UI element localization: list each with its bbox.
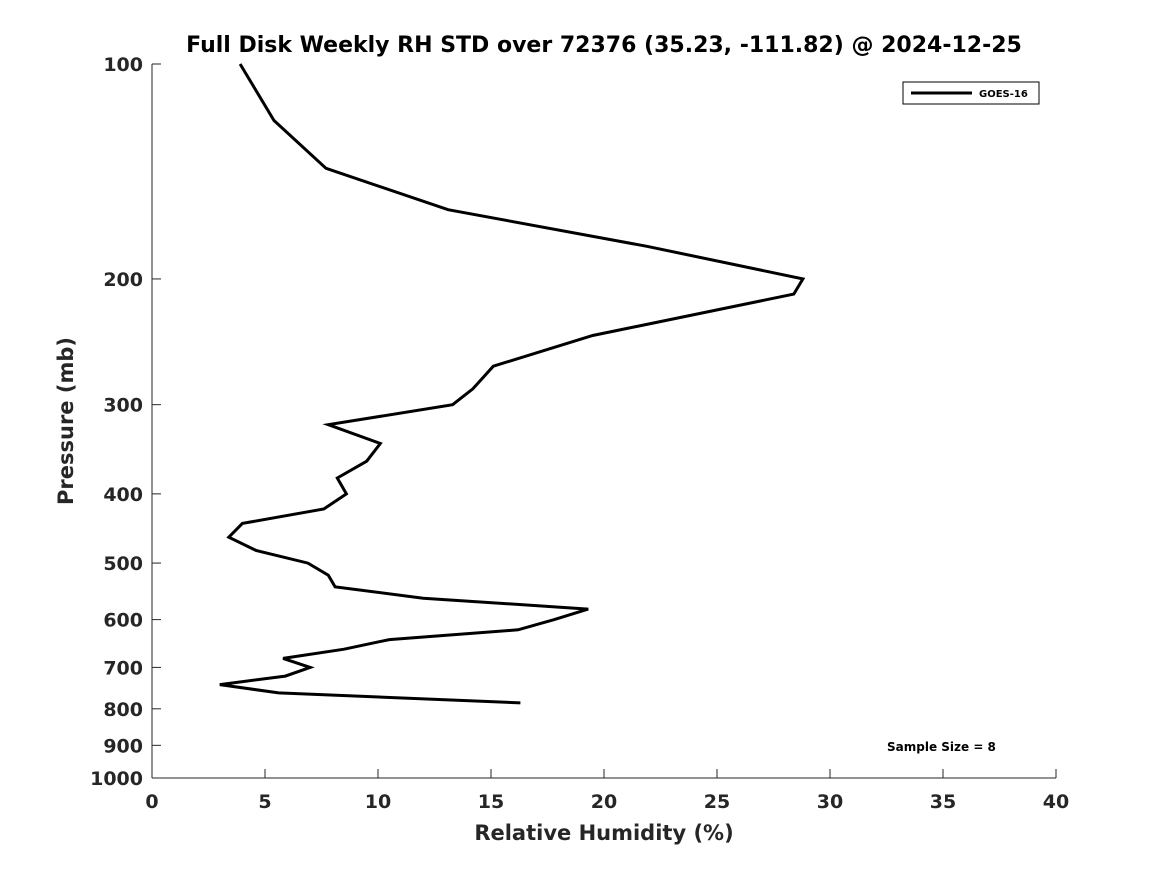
x-tick-label: 0 (145, 791, 158, 813)
x-tick-label: 25 (704, 791, 730, 813)
y-tick-label: 900 (103, 735, 143, 757)
y-tick-label: 500 (103, 553, 143, 575)
legend-label-goes16: GOES-16 (979, 89, 1028, 100)
x-tick-label: 30 (817, 791, 843, 813)
x-ticks: 0 5 10 15 20 25 30 35 40 (145, 769, 1069, 813)
y-tick-label: 100 (103, 54, 143, 76)
y-tick-label: 700 (103, 657, 143, 679)
x-tick-label: 5 (258, 791, 271, 813)
x-tick-label: 35 (930, 791, 956, 813)
x-tick-label: 40 (1043, 791, 1069, 813)
x-tick-label: 20 (591, 791, 617, 813)
y-tick-label: 200 (103, 269, 143, 291)
legend: GOES-16 (902, 81, 1040, 105)
chart-title: Full Disk Weekly RH STD over 72376 (35.2… (186, 33, 1022, 58)
y-tick-label: 800 (103, 699, 143, 721)
y-axis-label: Pressure (mb) (54, 337, 78, 505)
y-tick-label: 400 (103, 484, 143, 506)
x-axis-label: Relative Humidity (%) (474, 821, 733, 845)
sample-size-annotation: Sample Size = 8 (887, 740, 996, 754)
y-ticks: 100 200 300 400 500 600 700 800 900 1000 (90, 54, 161, 790)
x-tick-label: 15 (478, 791, 504, 813)
y-tick-label: 300 (103, 395, 143, 417)
y-tick-label: 1000 (90, 768, 143, 790)
series-line-goes16 (219, 63, 806, 705)
y-tick-label: 600 (103, 610, 143, 632)
x-tick-label: 10 (365, 791, 391, 813)
